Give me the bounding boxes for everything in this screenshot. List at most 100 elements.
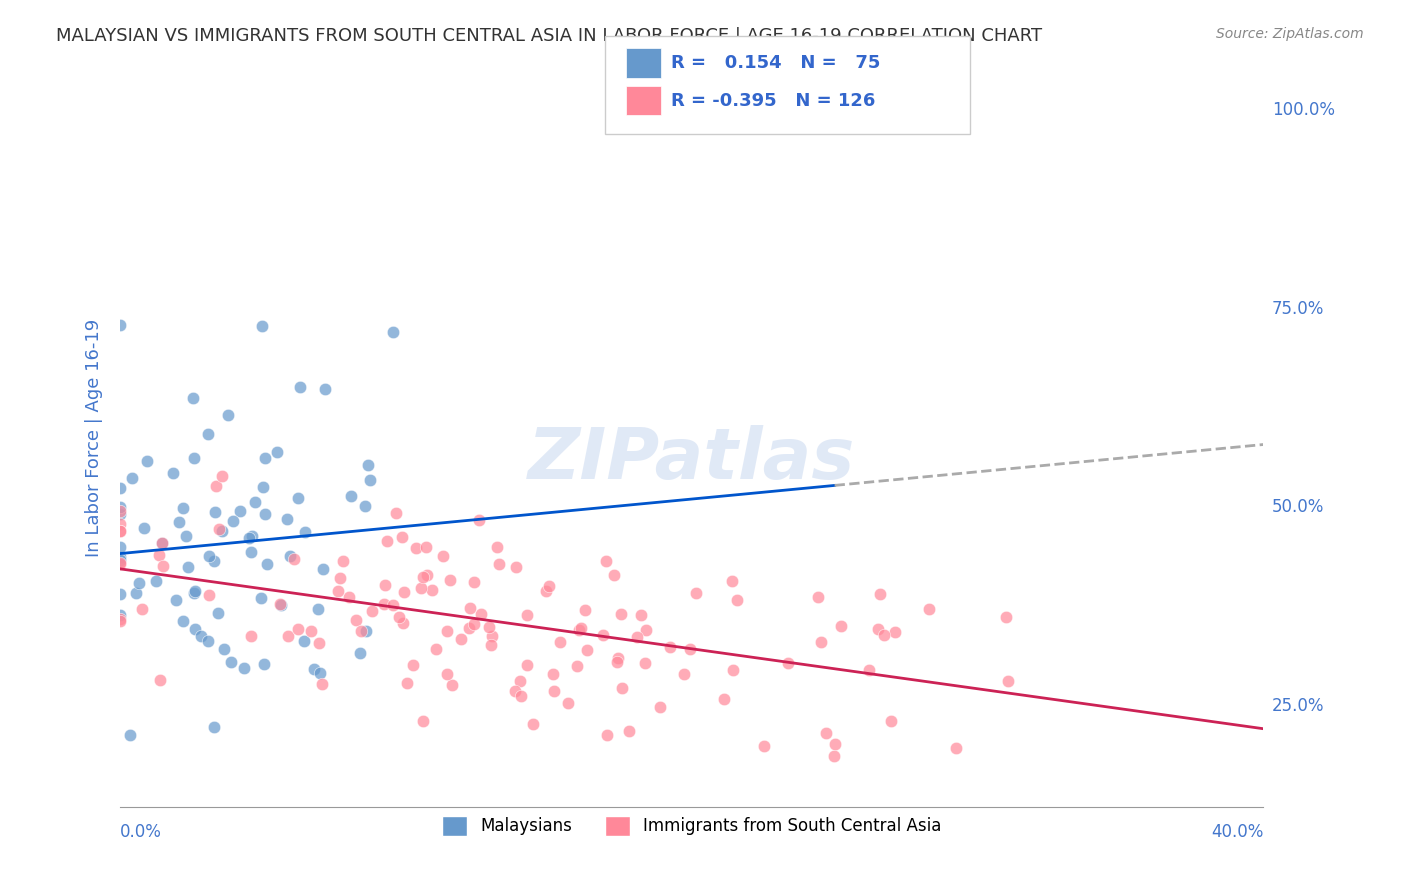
Point — [287, 622, 309, 636]
Point — [108, 500, 131, 515]
Point — [439, 573, 461, 587]
Point — [256, 557, 278, 571]
Point — [610, 607, 633, 621]
Point — [108, 550, 131, 565]
Point — [505, 560, 527, 574]
Point — [391, 530, 413, 544]
Point — [150, 535, 173, 549]
Point — [997, 674, 1019, 689]
Point — [165, 593, 187, 607]
Point — [302, 662, 325, 676]
Point — [108, 524, 131, 539]
Point — [713, 692, 735, 706]
Point — [288, 379, 311, 393]
Point — [270, 598, 292, 612]
Point — [197, 634, 219, 648]
Point — [217, 408, 239, 422]
Point — [197, 426, 219, 441]
Point — [569, 621, 592, 635]
Point — [485, 540, 508, 554]
Point — [108, 504, 131, 518]
Point — [108, 507, 131, 521]
Point — [108, 517, 131, 532]
Point — [150, 536, 173, 550]
Point — [359, 473, 381, 487]
Point — [672, 667, 695, 681]
Point — [405, 541, 427, 555]
Point — [250, 318, 273, 333]
Point — [543, 683, 565, 698]
Point — [311, 677, 333, 691]
Point — [425, 642, 447, 657]
Point — [207, 522, 229, 536]
Point — [607, 651, 630, 665]
Point — [725, 593, 748, 607]
Text: 40.0%: 40.0% — [1211, 823, 1264, 841]
Point — [807, 590, 830, 604]
Point — [388, 610, 411, 624]
Point — [183, 585, 205, 599]
Point — [174, 529, 197, 543]
Point — [198, 587, 221, 601]
Point — [299, 624, 322, 639]
Point — [183, 450, 205, 465]
Point — [108, 611, 131, 625]
Point — [412, 714, 434, 729]
Point — [132, 521, 155, 535]
Point — [124, 586, 146, 600]
Point — [945, 741, 967, 756]
Point — [374, 578, 396, 592]
Point — [232, 661, 254, 675]
Point — [420, 582, 443, 597]
Point — [402, 658, 425, 673]
Point — [314, 382, 336, 396]
Point — [994, 610, 1017, 624]
Point — [278, 549, 301, 563]
Point — [382, 598, 405, 612]
Point — [918, 601, 941, 615]
Point — [337, 590, 360, 604]
Point — [145, 574, 167, 588]
Point — [858, 663, 880, 677]
Point — [468, 513, 491, 527]
Point — [276, 511, 298, 525]
Point — [617, 723, 640, 738]
Point — [307, 602, 329, 616]
Point — [648, 700, 671, 714]
Point — [205, 479, 228, 493]
Text: R = -0.395   N = 126: R = -0.395 N = 126 — [671, 92, 875, 110]
Point — [606, 655, 628, 669]
Point — [357, 458, 380, 472]
Point — [254, 507, 277, 521]
Point — [679, 642, 702, 657]
Point — [308, 636, 330, 650]
Point — [190, 629, 212, 643]
Point — [354, 499, 377, 513]
Y-axis label: In Labor Force | Age 16-19: In Labor Force | Age 16-19 — [86, 318, 103, 557]
Point — [240, 529, 263, 543]
Point — [148, 548, 170, 562]
Point — [152, 559, 174, 574]
Point — [326, 583, 349, 598]
Point — [149, 673, 172, 688]
Point — [108, 541, 131, 555]
Point — [375, 534, 398, 549]
Point — [184, 622, 207, 636]
Point — [136, 453, 159, 467]
Point — [720, 574, 742, 589]
Point — [778, 656, 800, 670]
Point — [240, 629, 263, 643]
Point — [516, 607, 538, 622]
Point — [503, 684, 526, 698]
Point — [396, 675, 419, 690]
Point — [309, 666, 332, 681]
Point — [626, 630, 648, 644]
Point — [415, 540, 437, 554]
Point — [283, 551, 305, 566]
Point — [349, 646, 371, 660]
Point — [568, 624, 591, 638]
Point — [240, 545, 263, 559]
Point — [534, 584, 557, 599]
Point — [458, 600, 481, 615]
Point — [222, 514, 245, 528]
